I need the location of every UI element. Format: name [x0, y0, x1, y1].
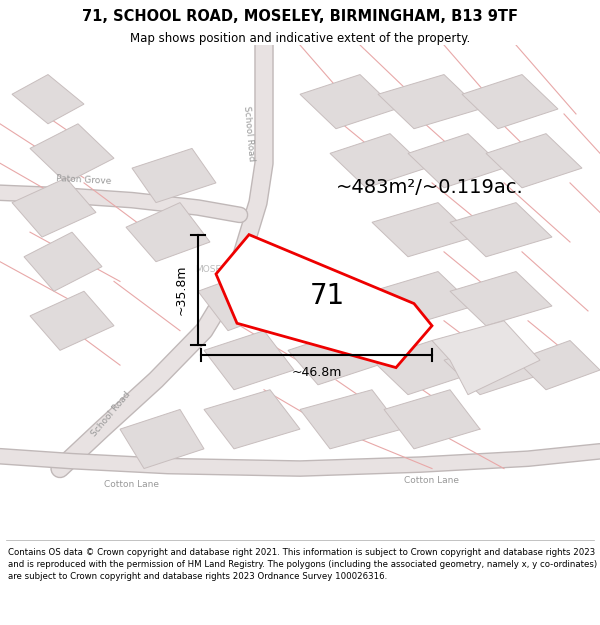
Polygon shape: [300, 390, 402, 449]
Text: School Road: School Road: [242, 106, 256, 162]
Polygon shape: [30, 124, 114, 183]
Polygon shape: [300, 74, 396, 129]
Polygon shape: [516, 341, 600, 390]
Polygon shape: [126, 202, 210, 262]
Polygon shape: [12, 178, 96, 237]
Polygon shape: [450, 202, 552, 257]
Text: 71: 71: [310, 282, 344, 310]
Polygon shape: [372, 271, 474, 326]
Text: ~46.8m: ~46.8m: [292, 366, 341, 379]
Text: 71, SCHOOL ROAD, MOSELEY, BIRMINGHAM, B13 9TF: 71, SCHOOL ROAD, MOSELEY, BIRMINGHAM, B1…: [82, 9, 518, 24]
Text: MOSELEY: MOSELEY: [195, 264, 237, 274]
Polygon shape: [198, 271, 282, 331]
Polygon shape: [216, 234, 432, 368]
Polygon shape: [372, 202, 474, 257]
Polygon shape: [378, 74, 480, 129]
Polygon shape: [486, 134, 582, 188]
Text: Cotton Lane: Cotton Lane: [404, 476, 460, 486]
Text: ~483m²/~0.119ac.: ~483m²/~0.119ac.: [336, 178, 524, 198]
Text: Cotton Lane: Cotton Lane: [104, 480, 160, 489]
Text: ~35.8m: ~35.8m: [174, 265, 187, 315]
Text: Paton Grove: Paton Grove: [56, 174, 112, 186]
Text: Map shows position and indicative extent of the property.: Map shows position and indicative extent…: [130, 32, 470, 46]
Polygon shape: [120, 409, 204, 469]
Polygon shape: [288, 331, 378, 385]
Polygon shape: [432, 321, 540, 394]
Polygon shape: [204, 331, 294, 390]
Text: School Road: School Road: [89, 390, 133, 439]
Polygon shape: [372, 341, 468, 394]
Polygon shape: [204, 390, 300, 449]
Polygon shape: [462, 74, 558, 129]
Polygon shape: [408, 134, 504, 188]
Polygon shape: [132, 148, 216, 202]
Polygon shape: [444, 341, 540, 394]
Polygon shape: [450, 271, 552, 326]
Polygon shape: [12, 74, 84, 124]
Text: Contains OS data © Crown copyright and database right 2021. This information is : Contains OS data © Crown copyright and d…: [8, 548, 597, 581]
Polygon shape: [30, 291, 114, 351]
Polygon shape: [330, 134, 426, 188]
Polygon shape: [24, 232, 102, 291]
Polygon shape: [384, 390, 480, 449]
